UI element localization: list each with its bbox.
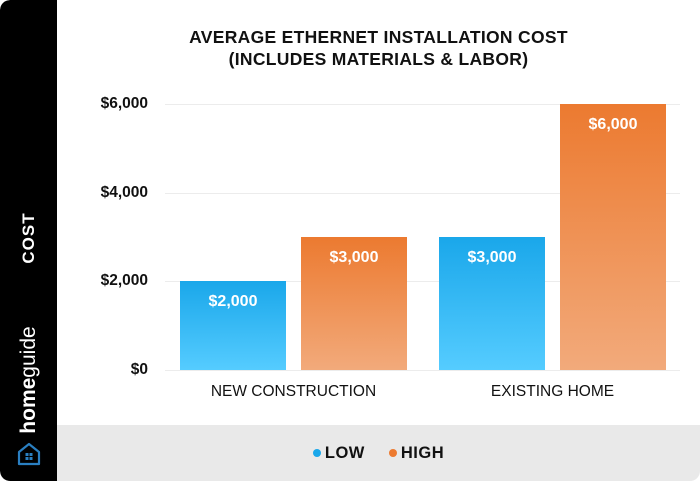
bar-value-label: $3,000	[329, 249, 379, 266]
legend-label: HIGH	[400, 443, 445, 462]
house-icon	[17, 442, 41, 466]
chart-title-line-2: (INCLUDES MATERIALS & LABOR)	[228, 49, 529, 69]
y-tick-label: $0	[130, 361, 148, 378]
gridline	[165, 192, 680, 194]
gridline	[165, 370, 680, 371]
chart-title: AVERAGE ETHERNET INSTALLATION COST (INCL…	[57, 26, 700, 70]
bar-low: $3,000	[439, 237, 545, 370]
bar-value-label: $6,000	[588, 116, 638, 133]
x-category-label: EXISTING HOME	[490, 383, 615, 400]
bar-high: $3,000	[301, 237, 407, 370]
legend-dot-icon	[312, 449, 321, 457]
chart-title-line-1: AVERAGE ETHERNET INSTALLATION COST	[189, 27, 568, 47]
legend: LOW HIGH	[57, 443, 700, 463]
legend-dot-icon	[388, 449, 397, 457]
legend-band: LOW HIGH	[57, 425, 700, 481]
gridline	[165, 104, 680, 105]
bar-value-label: $3,000	[467, 249, 517, 266]
bar-low: $2,000	[180, 281, 286, 370]
sidebar: COST homeguide	[0, 0, 57, 481]
y-tick-label: $4,000	[100, 183, 148, 201]
legend-item-low: LOW	[312, 443, 365, 463]
y-tick-label: $2,000	[100, 272, 148, 290]
legend-item-high: HIGH	[388, 443, 445, 463]
plot-area: $0 $2,000 $4,000 $6,000 $2,000 $3,000 NEW CONS…	[100, 95, 680, 400]
bar-value-label: $2,000	[208, 293, 258, 311]
x-category-label: NEW CONSTRUCTION	[210, 383, 377, 400]
y-tick-label: $6,000	[100, 95, 148, 112]
gridline	[165, 281, 680, 283]
legend-label: LOW	[324, 443, 365, 462]
bar-high: $6,000	[560, 104, 666, 370]
